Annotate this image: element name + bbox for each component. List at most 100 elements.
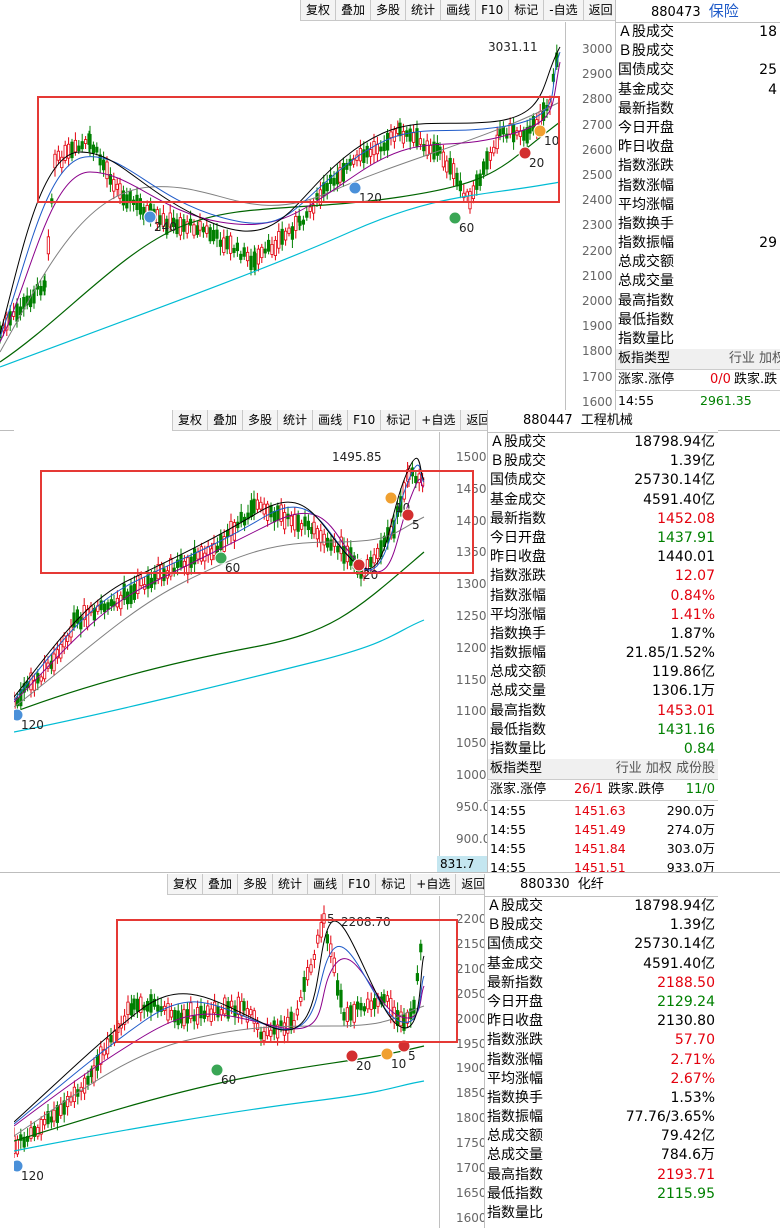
mark-button[interactable]: 标记 bbox=[380, 410, 416, 431]
ma-marker-label: 120 bbox=[21, 718, 44, 732]
statistics-button[interactable]: 统计 bbox=[405, 0, 441, 21]
draw-line-button[interactable]: 画线 bbox=[440, 0, 476, 21]
stat-label: 指数涨幅 bbox=[490, 587, 546, 604]
stat-value: 119.86亿 bbox=[652, 664, 715, 681]
restore-rights-button[interactable]: 复权 bbox=[172, 410, 208, 431]
candle-body bbox=[399, 496, 403, 513]
candle-body bbox=[49, 1116, 54, 1123]
candle-body bbox=[451, 163, 456, 179]
candle-body bbox=[316, 934, 320, 944]
candle-body bbox=[109, 1035, 113, 1043]
stat-row: 指数量比 bbox=[485, 1204, 718, 1223]
candle-body bbox=[458, 180, 463, 192]
candle-body bbox=[222, 237, 226, 253]
stat-value: 25 bbox=[759, 62, 777, 79]
ma-marker-label: 60 bbox=[225, 561, 240, 575]
stat-label: 最高指数 bbox=[618, 292, 674, 309]
stat-label: 基金成交 bbox=[618, 81, 674, 98]
stat-row: 最低指数 1431.16 bbox=[488, 721, 718, 740]
candle-body bbox=[417, 473, 421, 484]
candle-body bbox=[205, 225, 209, 234]
candle-body bbox=[156, 564, 160, 580]
candle-body bbox=[279, 504, 283, 522]
draw-line-button[interactable]: 画线 bbox=[312, 410, 348, 431]
restore-rights-button[interactable]: 复权 bbox=[167, 874, 203, 895]
back-button[interactable]: 返回 bbox=[460, 410, 496, 431]
overlay-button[interactable]: 叠加 bbox=[207, 410, 243, 431]
candle-body bbox=[299, 996, 303, 1002]
candle-body bbox=[158, 215, 162, 225]
candle-body bbox=[212, 1001, 217, 1014]
decline-label: 跌家.跌 bbox=[734, 372, 778, 388]
price-tick-label: 1750 bbox=[456, 1136, 487, 1151]
index-type-label: 板指类型 bbox=[490, 761, 543, 777]
candle-body bbox=[70, 141, 74, 159]
stat-row: 总成交量 bbox=[616, 272, 780, 291]
candle-body bbox=[108, 174, 112, 185]
stat-row: 指数振幅 29 bbox=[616, 234, 780, 253]
candle-body bbox=[118, 183, 122, 199]
moving-average-line bbox=[14, 958, 425, 1127]
candle-body bbox=[372, 141, 376, 156]
stat-value: 12.07 bbox=[674, 568, 715, 585]
tick-price: 1451.84 bbox=[574, 841, 626, 857]
stat-row: 基金成交 4 bbox=[616, 81, 780, 100]
ma-marker-icon bbox=[384, 491, 398, 505]
stat-label: 最低指数 bbox=[490, 721, 546, 738]
price-tick-label: 1150 bbox=[456, 672, 487, 687]
candle-body bbox=[206, 1005, 210, 1017]
price-tick-label: 1850 bbox=[456, 1086, 487, 1101]
multi-stock-button[interactable]: 多股 bbox=[237, 874, 273, 895]
stat-row: 国债成交 25 bbox=[616, 61, 780, 80]
candle-body bbox=[95, 146, 99, 153]
draw-line-button[interactable]: 画线 bbox=[307, 874, 343, 895]
back-button[interactable]: 返回 bbox=[455, 874, 491, 895]
stat-label: 最高指数 bbox=[490, 702, 546, 719]
candle-body bbox=[270, 244, 274, 255]
multi-stock-button[interactable]: 多股 bbox=[242, 410, 278, 431]
chart-toolbar: 复权 叠加 多股 统计 画线 F10 标记 +自选 返回 bbox=[167, 874, 491, 895]
index-title: 880473 保险 bbox=[616, 0, 780, 22]
candle-body bbox=[50, 198, 54, 204]
back-button[interactable]: 返回 bbox=[582, 0, 618, 21]
stat-row: 最低指数 2115.95 bbox=[485, 1185, 718, 1204]
candle-body bbox=[56, 150, 61, 161]
stat-row: 指数振幅 21.85/1.52% bbox=[488, 644, 718, 663]
stat-label: 今日开盘 bbox=[618, 119, 674, 136]
mark-button[interactable]: 标记 bbox=[375, 874, 411, 895]
candle-body bbox=[419, 943, 423, 953]
stat-label: 基金成交 bbox=[487, 955, 543, 972]
mark-button[interactable]: 标记 bbox=[508, 0, 544, 21]
candle-body bbox=[385, 132, 390, 151]
f10-button[interactable]: F10 bbox=[342, 874, 376, 895]
overlay-button[interactable]: 叠加 bbox=[202, 874, 238, 895]
overlay-button[interactable]: 叠加 bbox=[335, 0, 371, 21]
candle-body bbox=[62, 1100, 66, 1115]
candle-body bbox=[77, 145, 81, 152]
f10-button[interactable]: F10 bbox=[475, 0, 509, 21]
index-stats: Ａ股成交 18798.94亿 Ｂ股成交 1.39亿 国债成交 25730.14亿 基金成交 4… bbox=[485, 896, 718, 1223]
price-tick-label: 1450 bbox=[456, 481, 487, 496]
bottom-value-label: 831.7 bbox=[437, 856, 490, 872]
stat-row: 总成交额 79.42亿 bbox=[485, 1127, 718, 1146]
candle-body bbox=[299, 523, 304, 530]
price-tick-label: 1350 bbox=[456, 545, 487, 560]
statistics-button[interactable]: 统计 bbox=[272, 874, 308, 895]
add-watchlist-button[interactable]: +自选 bbox=[415, 410, 461, 431]
stat-label: 最低指数 bbox=[487, 1185, 543, 1202]
candle-body bbox=[422, 144, 426, 152]
add-watchlist-button[interactable]: +自选 bbox=[410, 874, 456, 895]
stat-row: 指数换手 1.87% bbox=[488, 625, 718, 644]
restore-rights-button[interactable]: 复权 bbox=[300, 0, 336, 21]
statistics-button[interactable]: 统计 bbox=[277, 410, 313, 431]
price-tick-label: 1250 bbox=[456, 609, 487, 623]
f10-button[interactable]: F10 bbox=[347, 410, 381, 431]
stat-value: 2130.80 bbox=[657, 1013, 715, 1030]
candle-body bbox=[198, 220, 202, 231]
price-tick-label: 2500 bbox=[582, 168, 613, 182]
remove-watchlist-button[interactable]: -自选 bbox=[543, 0, 583, 21]
multi-stock-button[interactable]: 多股 bbox=[370, 0, 406, 21]
